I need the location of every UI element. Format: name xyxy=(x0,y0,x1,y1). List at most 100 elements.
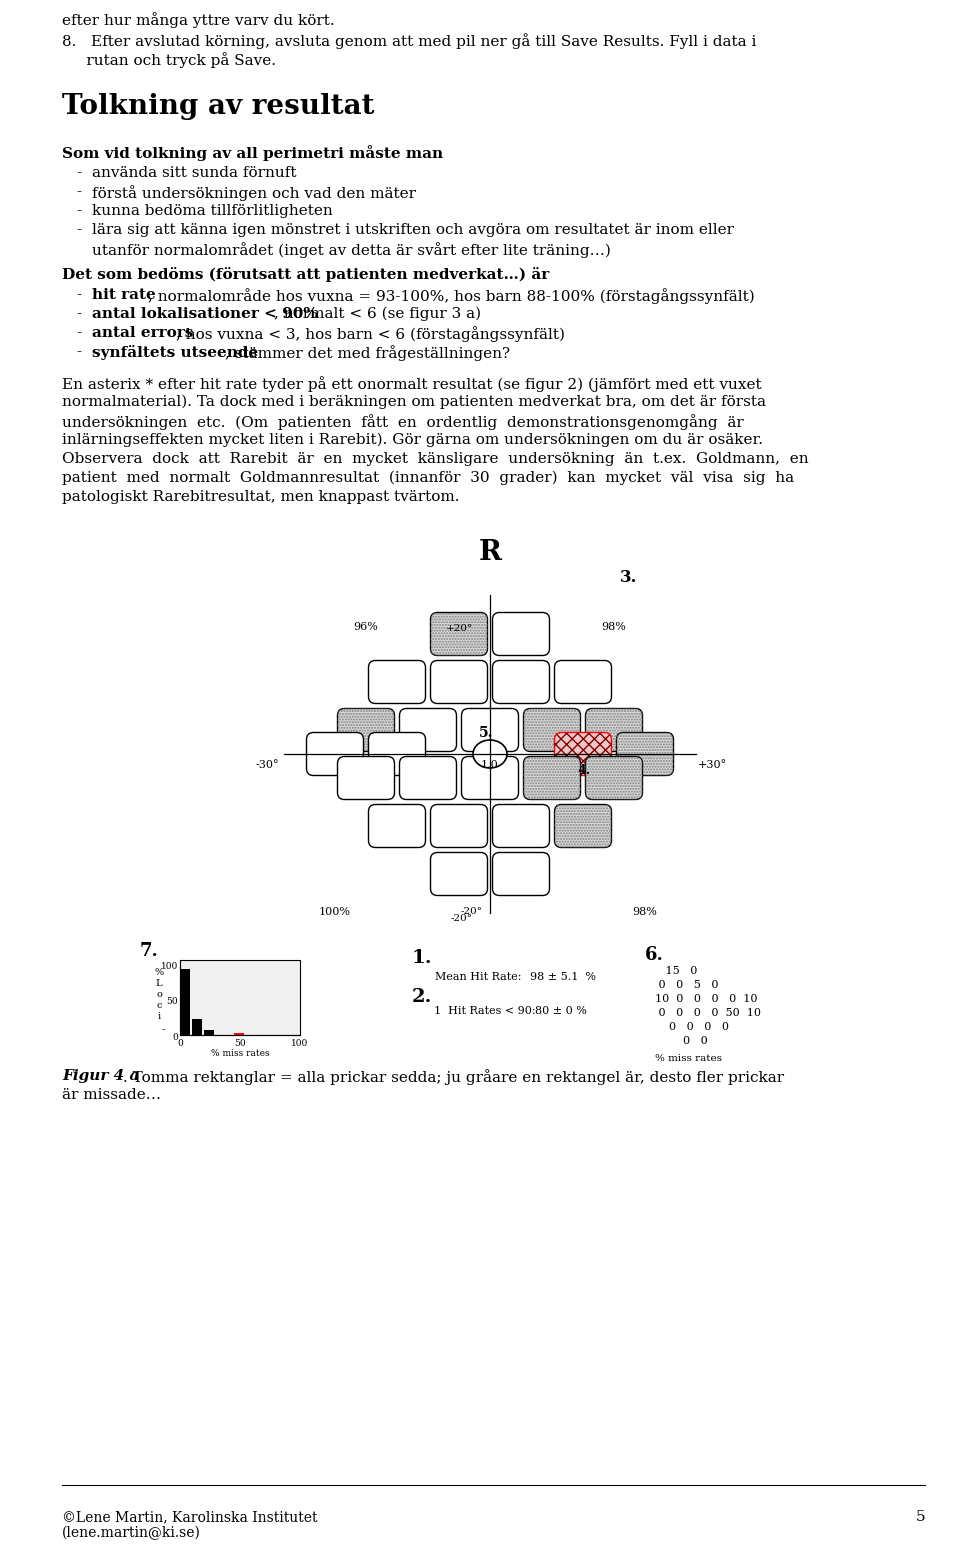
Text: Observera  dock  att  Rarebit  är  en  mycket  känsligare  undersökning  än  t.e: Observera dock att Rarebit är en mycket … xyxy=(62,452,808,466)
Text: 2.: 2. xyxy=(412,989,432,1006)
Text: , hos vuxna < 3, hos barn < 6 (förstagångssynfält): , hos vuxna < 3, hos barn < 6 (förstagån… xyxy=(176,326,565,342)
Text: ©Lene Martin, Karolinska Institutet: ©Lene Martin, Karolinska Institutet xyxy=(62,1510,318,1524)
Text: -: - xyxy=(76,306,82,320)
Text: -: - xyxy=(76,204,82,218)
FancyBboxPatch shape xyxy=(492,852,549,896)
FancyBboxPatch shape xyxy=(338,756,395,800)
Text: 1.0: 1.0 xyxy=(481,760,499,770)
FancyBboxPatch shape xyxy=(555,732,612,775)
Bar xyxy=(192,1018,202,1035)
FancyBboxPatch shape xyxy=(586,709,642,752)
Text: 100: 100 xyxy=(292,1040,308,1047)
Text: o: o xyxy=(156,990,162,999)
Text: 0: 0 xyxy=(178,1040,182,1047)
FancyBboxPatch shape xyxy=(462,709,518,752)
FancyBboxPatch shape xyxy=(399,709,457,752)
FancyBboxPatch shape xyxy=(430,852,488,896)
Text: -: - xyxy=(76,186,82,200)
Text: använda sitt sunda förnuft: använda sitt sunda förnuft xyxy=(92,166,297,179)
Text: 98%: 98% xyxy=(602,622,627,633)
Text: 7.: 7. xyxy=(140,942,158,961)
Text: synfältets utseende: synfältets utseende xyxy=(92,345,258,360)
Text: 3.: 3. xyxy=(620,569,637,586)
Text: -20°: -20° xyxy=(461,907,483,916)
Ellipse shape xyxy=(473,739,507,767)
Text: 5: 5 xyxy=(916,1510,925,1524)
Text: 0: 0 xyxy=(172,1033,178,1043)
Text: %: % xyxy=(155,968,163,978)
Text: -: - xyxy=(76,166,82,179)
Text: 80 ± 0 %: 80 ± 0 % xyxy=(535,1006,587,1016)
Text: -: - xyxy=(76,223,82,237)
FancyBboxPatch shape xyxy=(338,709,395,752)
Text: 0   0   5   0: 0 0 5 0 xyxy=(655,979,718,990)
Text: Figur 4 a: Figur 4 a xyxy=(62,1069,139,1083)
FancyBboxPatch shape xyxy=(523,756,581,800)
Text: antal errors: antal errors xyxy=(92,326,193,340)
Text: +20°: +20° xyxy=(445,623,472,633)
Text: 6.: 6. xyxy=(645,947,664,964)
Text: 10  0   0   0   0  10: 10 0 0 0 0 10 xyxy=(655,995,757,1004)
FancyBboxPatch shape xyxy=(555,804,612,848)
Text: hit rate: hit rate xyxy=(92,288,156,302)
Text: 1.: 1. xyxy=(412,948,433,967)
Text: Det som bedöms (förutsatt att patienten medverkat…) är: Det som bedöms (förutsatt att patienten … xyxy=(62,268,549,282)
FancyBboxPatch shape xyxy=(430,804,488,848)
Text: lära sig att känna igen mönstret i utskriften och avgöra om resultatet är inom e: lära sig att känna igen mönstret i utskr… xyxy=(92,223,734,237)
Text: 0   0   0   0: 0 0 0 0 xyxy=(655,1023,729,1032)
Bar xyxy=(204,1030,213,1035)
FancyBboxPatch shape xyxy=(616,732,674,775)
Bar xyxy=(180,961,300,1035)
Text: inlärningseffekten mycket liten i Rarebit). Gör gärna om undersökningen om du är: inlärningseffekten mycket liten i Rarebi… xyxy=(62,433,763,447)
Text: 4.: 4. xyxy=(577,764,590,777)
FancyBboxPatch shape xyxy=(492,613,549,656)
Text: 8.   Efter avslutad körning, avsluta genom att med pil ner gå till Save Results.: 8. Efter avslutad körning, avsluta genom… xyxy=(62,32,756,50)
Text: Tolkning av resultat: Tolkning av resultat xyxy=(62,93,374,121)
FancyBboxPatch shape xyxy=(430,613,488,656)
FancyBboxPatch shape xyxy=(462,756,518,800)
Text: , normalt < 6 (se figur 3 a): , normalt < 6 (se figur 3 a) xyxy=(274,306,481,322)
Text: -: - xyxy=(76,326,82,340)
Text: , normalområde hos vuxna = 93-100%, hos barn 88-100% (förstagångssynfält): , normalområde hos vuxna = 93-100%, hos … xyxy=(148,288,755,303)
Text: förstå undersökningen och vad den mäter: förstå undersökningen och vad den mäter xyxy=(92,186,416,201)
Text: är missade…: är missade… xyxy=(62,1088,161,1101)
Text: 100: 100 xyxy=(160,962,178,972)
Text: utanför normalområdet (inget av detta är svårt efter lite träning…): utanför normalområdet (inget av detta är… xyxy=(92,241,611,258)
Text: (lene.martin@ki.se): (lene.martin@ki.se) xyxy=(62,1525,201,1541)
Text: 1  Hit Rates < 90:: 1 Hit Rates < 90: xyxy=(434,1006,536,1016)
Text: . Tomma rektanglar = alla prickar sedda; ju gråare en rektangel är, desto fler p: . Tomma rektanglar = alla prickar sedda;… xyxy=(123,1069,784,1084)
Text: patient  med  normalt  Goldmannresultat  (innanför  30  grader)  kan  mycket  vä: patient med normalt Goldmannresultat (in… xyxy=(62,470,794,486)
Text: kunna bedöma tillförlitligheten: kunna bedöma tillförlitligheten xyxy=(92,204,333,218)
Text: rutan och tryck på Save.: rutan och tryck på Save. xyxy=(62,53,276,68)
FancyBboxPatch shape xyxy=(492,661,549,704)
Bar xyxy=(180,968,189,1035)
Text: 15   0: 15 0 xyxy=(655,965,697,976)
Text: 5.: 5. xyxy=(479,726,493,739)
FancyBboxPatch shape xyxy=(555,661,612,704)
Text: antal lokalisationer < 90%: antal lokalisationer < 90% xyxy=(92,306,318,320)
Text: patologiskt Rarebitresultat, men knappast tvärtom.: patologiskt Rarebitresultat, men knappas… xyxy=(62,490,460,504)
FancyBboxPatch shape xyxy=(523,709,581,752)
Text: 50: 50 xyxy=(166,998,178,1007)
FancyBboxPatch shape xyxy=(492,804,549,848)
Text: % miss rates: % miss rates xyxy=(655,1054,722,1063)
Text: R: R xyxy=(478,538,501,566)
FancyBboxPatch shape xyxy=(586,756,642,800)
Bar xyxy=(234,1033,244,1035)
Text: -30°: -30° xyxy=(255,760,279,770)
Text: efter hur många yttre varv du kört.: efter hur många yttre varv du kört. xyxy=(62,12,335,28)
FancyBboxPatch shape xyxy=(399,756,457,800)
Text: +30°: +30° xyxy=(698,760,727,770)
Text: 50: 50 xyxy=(234,1040,246,1047)
Text: 0   0: 0 0 xyxy=(655,1036,708,1046)
Text: c: c xyxy=(156,1001,161,1010)
Text: 98 ± 5.1  %: 98 ± 5.1 % xyxy=(530,972,596,982)
FancyBboxPatch shape xyxy=(306,732,364,775)
Text: En asterix * efter hit rate tyder på ett onormalt resultat (se figur 2) (jämfört: En asterix * efter hit rate tyder på ett… xyxy=(62,376,761,391)
Text: -: - xyxy=(76,345,82,359)
Text: undersökningen  etc.  (Om  patienten  fått  en  ordentlig  demonstrationsgenomgå: undersökningen etc. (Om patienten fått e… xyxy=(62,415,744,430)
FancyBboxPatch shape xyxy=(369,661,425,704)
FancyBboxPatch shape xyxy=(369,804,425,848)
Text: Mean Hit Rate:: Mean Hit Rate: xyxy=(435,972,521,982)
Text: % miss rates: % miss rates xyxy=(210,1049,270,1058)
